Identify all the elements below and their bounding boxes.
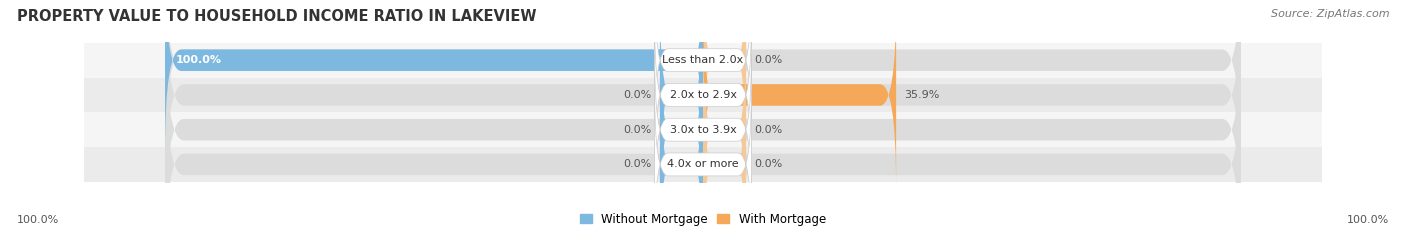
Text: 100.0%: 100.0% bbox=[17, 215, 59, 225]
Text: 0.0%: 0.0% bbox=[624, 90, 652, 100]
Text: 4.0x or more: 4.0x or more bbox=[668, 159, 738, 169]
FancyBboxPatch shape bbox=[703, 36, 747, 223]
Text: 0.0%: 0.0% bbox=[754, 159, 782, 169]
Legend: Without Mortgage, With Mortgage: Without Mortgage, With Mortgage bbox=[581, 213, 825, 226]
Text: 100.0%: 100.0% bbox=[1347, 215, 1389, 225]
Bar bbox=[84, 147, 1322, 182]
Bar bbox=[84, 112, 1322, 147]
FancyBboxPatch shape bbox=[659, 71, 703, 234]
FancyBboxPatch shape bbox=[659, 1, 703, 188]
Text: 0.0%: 0.0% bbox=[624, 159, 652, 169]
Bar bbox=[84, 77, 1322, 112]
Text: PROPERTY VALUE TO HOUSEHOLD INCOME RATIO IN LAKEVIEW: PROPERTY VALUE TO HOUSEHOLD INCOME RATIO… bbox=[17, 9, 536, 24]
FancyBboxPatch shape bbox=[659, 36, 703, 223]
FancyBboxPatch shape bbox=[165, 0, 1241, 206]
Text: 2.0x to 2.9x: 2.0x to 2.9x bbox=[669, 90, 737, 100]
Bar bbox=[84, 43, 1322, 77]
FancyBboxPatch shape bbox=[703, 0, 747, 154]
Text: Less than 2.0x: Less than 2.0x bbox=[662, 55, 744, 65]
FancyBboxPatch shape bbox=[165, 0, 1241, 171]
Text: 100.0%: 100.0% bbox=[176, 55, 222, 65]
FancyBboxPatch shape bbox=[703, 1, 896, 188]
Text: Source: ZipAtlas.com: Source: ZipAtlas.com bbox=[1271, 9, 1389, 19]
FancyBboxPatch shape bbox=[165, 19, 1241, 234]
FancyBboxPatch shape bbox=[655, 54, 751, 205]
Text: 35.9%: 35.9% bbox=[904, 90, 939, 100]
FancyBboxPatch shape bbox=[165, 0, 703, 154]
Text: 0.0%: 0.0% bbox=[754, 125, 782, 135]
Text: 0.0%: 0.0% bbox=[754, 55, 782, 65]
Text: 3.0x to 3.9x: 3.0x to 3.9x bbox=[669, 125, 737, 135]
FancyBboxPatch shape bbox=[655, 0, 751, 136]
FancyBboxPatch shape bbox=[655, 19, 751, 170]
FancyBboxPatch shape bbox=[655, 89, 751, 234]
Text: 0.0%: 0.0% bbox=[624, 125, 652, 135]
FancyBboxPatch shape bbox=[165, 54, 1241, 234]
FancyBboxPatch shape bbox=[703, 71, 747, 234]
